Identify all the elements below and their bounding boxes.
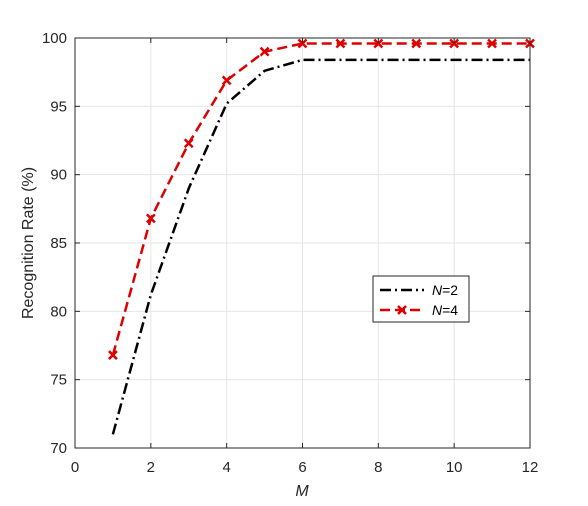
series-line-0 [111, 58, 530, 435]
legend-label-n2: N=2 [432, 282, 458, 298]
data-point-marker [487, 38, 497, 49]
legend-label-n4: N=4 [432, 302, 458, 318]
x-tick-label: 4 [222, 459, 230, 476]
data-point-marker [108, 350, 118, 360]
y-tick-label: 95 [50, 98, 67, 115]
x-tick-label: 6 [298, 459, 306, 476]
y-tick-label: 70 [50, 440, 67, 457]
data-point-marker [449, 38, 460, 49]
x-tick-label: 8 [374, 459, 382, 476]
data-point-marker [373, 38, 384, 49]
data-point-marker [297, 38, 308, 49]
data-point-marker [145, 213, 156, 224]
legend: N=2 N=4 [372, 275, 470, 323]
series-line-1 [111, 42, 530, 356]
y-tick-label: 90 [50, 167, 67, 184]
series-group [108, 38, 535, 435]
legend-box [372, 275, 470, 323]
data-point-marker [259, 46, 270, 57]
y-tick-label: 100 [42, 30, 67, 47]
x-axis-label: M [295, 483, 309, 500]
data-point-marker [411, 38, 422, 49]
legend-marker-n4 [397, 305, 407, 315]
y-tick-label: 85 [50, 235, 67, 252]
y-axis-label: Recognition Rate (%) [20, 167, 37, 319]
data-point-marker [335, 38, 346, 49]
data-point-marker [183, 138, 194, 149]
y-tick-label: 75 [50, 372, 67, 389]
axis-ticks [74, 37, 531, 449]
tick-labels: 0 2 4 6 8 10 12 70 75 80 85 90 95 100 [42, 30, 538, 476]
x-tick-label: 2 [147, 459, 155, 476]
y-tick-label: 80 [50, 303, 67, 320]
x-tick-label: 12 [522, 459, 539, 476]
x-tick-label: 10 [446, 459, 463, 476]
data-point-marker [221, 75, 232, 86]
x-tick-label: 0 [71, 459, 79, 476]
